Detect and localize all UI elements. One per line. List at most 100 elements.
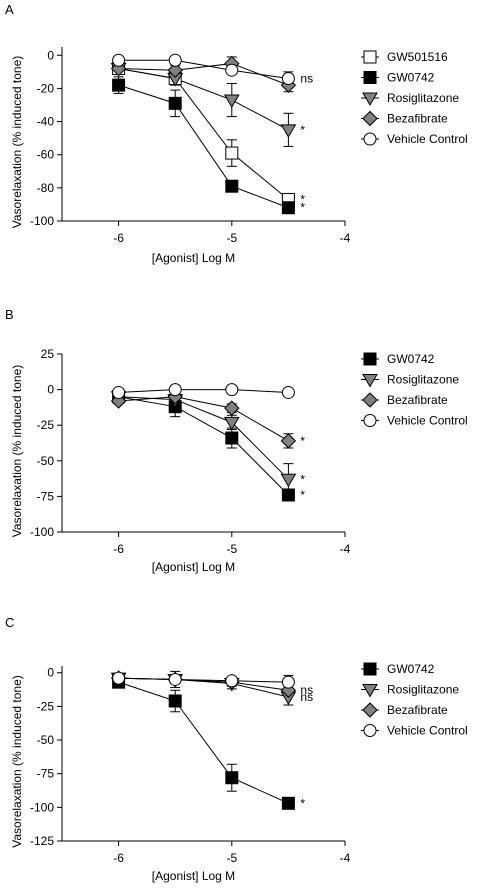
- point-gw0742: [281, 796, 295, 810]
- legend-item-gw501516: GW501516: [361, 50, 448, 64]
- point-gw0742: [281, 201, 295, 215]
- y-tick-label: -100: [30, 525, 54, 539]
- legend-marker: [362, 92, 378, 106]
- legend-item-vehicle-control: Vehicle Control: [361, 132, 468, 146]
- panel-label: C: [5, 615, 14, 630]
- legend-label: Vehicle Control: [387, 132, 468, 146]
- y-tick-label: -75: [37, 489, 55, 503]
- legend-item-bezafibrate: Bezafibrate: [361, 110, 448, 127]
- legend-item-rosiglitazone: Rosiglitazone: [361, 91, 459, 106]
- x-tick-label: -6: [113, 542, 124, 556]
- legend-marker: [363, 132, 377, 146]
- panel-a: A 0 -20 -40 -60 -80 -100 -6 -5 -4 [Agonist] Log M V…: [5, 2, 468, 265]
- legend-item-gw0742: GW0742: [361, 352, 435, 366]
- point-gw0742: [225, 179, 239, 193]
- legend-marker: [363, 50, 377, 64]
- legend-item-vehicle-control: Vehicle Control: [361, 724, 468, 738]
- series-line-vehicle-control: [118, 389, 289, 393]
- y-tick-label: 0: [47, 48, 54, 62]
- series-line-rosiglitazone: [118, 68, 289, 131]
- significance-label-gw0742: *: [300, 488, 305, 502]
- point-gw0742: [225, 771, 239, 785]
- legend-item-bezafibrate: Bezafibrate: [361, 702, 448, 718]
- y-tick-label: 25: [41, 347, 55, 361]
- x-tick-label: -6: [113, 231, 124, 245]
- point-bezafibrate: [110, 60, 127, 77]
- legend-item-vehicle-control: Vehicle Control: [361, 414, 468, 428]
- panel-b: B 25 0 -25 -50 -75 -100 -6 -5 -4 [Agonist] Log M Va…: [5, 307, 468, 574]
- y-tick-label: -50: [37, 454, 55, 468]
- series-line-gw501516: [118, 68, 289, 200]
- series-line-rosiglitazone: [118, 396, 289, 480]
- point-rosiglitazone: [280, 473, 297, 488]
- legend-marker: [362, 702, 378, 718]
- legend-marker: [363, 414, 377, 427]
- y-axis-label: Vasorelaxation (% induced tone): [10, 675, 24, 848]
- point-vehicle-control: [281, 71, 295, 85]
- legend-label: GW0742: [387, 352, 435, 366]
- legend-item-gw0742: GW0742: [361, 71, 435, 85]
- y-tick-label: -40: [37, 115, 55, 129]
- legend-marker: [362, 110, 378, 127]
- point-gw0742: [112, 78, 126, 92]
- legend-label: Rosiglitazone: [387, 91, 459, 105]
- y-tick-label: 0: [47, 383, 54, 397]
- series-line-vehicle-control: [118, 59, 289, 79]
- series-line-gw0742: [118, 84, 289, 209]
- panel-c: C 0 -25 -50 -75 -100 -125 -6 -5 -4 [Agonist] Log M…: [5, 615, 468, 883]
- y-tick-label: -20: [37, 81, 55, 95]
- significance-label-rosiglitazone: ns: [300, 690, 313, 704]
- point-vehicle-control: [225, 63, 239, 77]
- significance-label-bezafibrate: ns: [300, 683, 313, 697]
- significance-label-gw0742: *: [300, 796, 305, 810]
- point-rosiglitazone: [223, 416, 240, 431]
- point-bezafibrate: [280, 433, 297, 449]
- series-line-gw0742: [118, 396, 289, 496]
- legend-marker: [363, 71, 377, 84]
- point-bezafibrate: [224, 400, 240, 416]
- legend-label: GW501516: [387, 50, 448, 64]
- legend-item-rosiglitazone: Rosiglitazone: [361, 373, 459, 388]
- significance-label-gw501516: *: [300, 192, 305, 206]
- point-vehicle-control: [225, 674, 239, 688]
- y-tick-label: -125: [30, 834, 54, 848]
- legend-label: Rosiglitazone: [387, 373, 459, 387]
- legend-label: Bezafibrate: [387, 112, 448, 126]
- y-tick-label: -75: [37, 767, 55, 781]
- point-vehicle-control: [168, 672, 182, 686]
- legend-label: Vehicle Control: [387, 724, 468, 738]
- x-tick-label: -4: [340, 851, 351, 865]
- point-vehicle-control: [225, 383, 239, 397]
- x-tick-label: -4: [340, 542, 351, 556]
- y-tick-label: -100: [30, 214, 54, 228]
- point-vehicle-control: [168, 53, 182, 67]
- significance-label-rosiglitazone: *: [300, 472, 305, 486]
- series-line-bezafibrate: [118, 396, 289, 442]
- y-axis-label: Vasorelaxation (% induced tone): [10, 365, 24, 538]
- y-tick-label: -100: [30, 800, 54, 814]
- legend-marker: [363, 724, 377, 737]
- point-vehicle-control: [281, 385, 295, 399]
- legend-marker: [362, 374, 378, 388]
- point-gw0742: [281, 488, 295, 502]
- significance-label-rosiglitazone: *: [300, 123, 305, 137]
- legend-label: Bezafibrate: [387, 393, 448, 407]
- significance-label-vehicle-control: ns: [300, 71, 313, 85]
- legend-item-gw0742: GW0742: [361, 662, 435, 676]
- panel-label: A: [5, 2, 14, 17]
- legend-marker: [363, 662, 377, 676]
- legend-label: Bezafibrate: [387, 703, 448, 717]
- series-line-gw0742: [118, 681, 289, 804]
- x-tick-label: -5: [226, 231, 237, 245]
- point-rosiglitazone: [223, 94, 240, 109]
- y-tick-label: -25: [37, 699, 55, 713]
- point-vehicle-control: [112, 385, 126, 399]
- legend-marker: [362, 392, 378, 408]
- x-axis-label: [Agonist] Log M: [152, 560, 235, 574]
- panel-label: B: [5, 307, 14, 322]
- x-axis-label: [Agonist] Log M: [152, 251, 235, 265]
- point-gw0742: [168, 694, 182, 708]
- y-tick-label: -60: [37, 148, 55, 162]
- y-tick-label: -80: [37, 181, 55, 195]
